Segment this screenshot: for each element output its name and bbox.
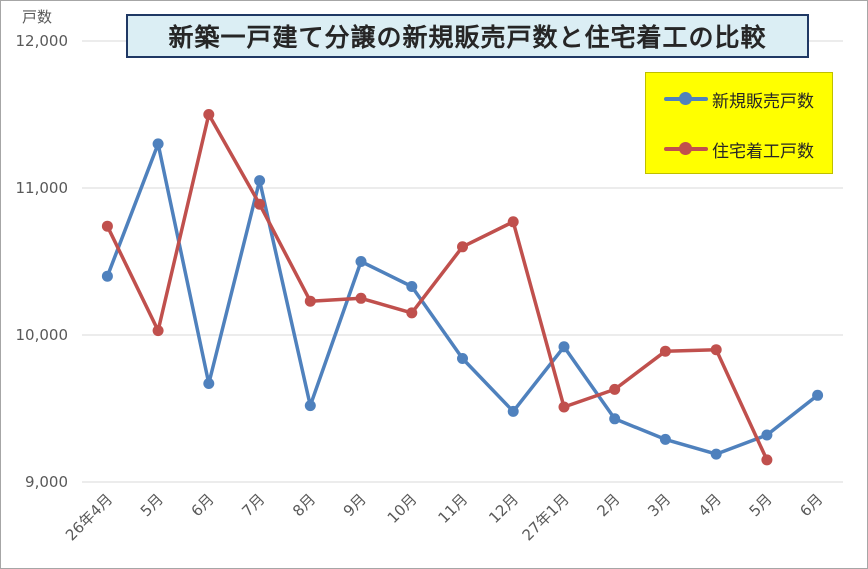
x-tick-label: 12月 [485, 490, 522, 527]
chart-title-box: 新築一戸建て分譲の新規販売戸数と住宅着工の比較 [126, 14, 809, 58]
x-tick-label: 11月 [434, 490, 471, 527]
y-axis-label: 戸数 [22, 8, 52, 26]
legend: 新規販売戸数 住宅着工戸数 [645, 72, 833, 174]
legend-marker-starts [679, 142, 692, 155]
x-tick-label: 27年1月 [519, 490, 573, 544]
x-tick-label: 26年4月 [62, 490, 116, 544]
data-point [659, 345, 671, 357]
data-point [507, 405, 519, 417]
data-point [304, 295, 316, 307]
x-tick-label: 5月 [746, 490, 776, 520]
data-point [101, 220, 113, 232]
data-point [761, 454, 773, 466]
data-point [659, 433, 671, 445]
x-tick-label: 8月 [289, 490, 319, 520]
series-lines [101, 109, 824, 466]
x-tick-label: 2月 [593, 490, 623, 520]
data-point [558, 341, 570, 353]
x-tick-label: 7月 [238, 490, 268, 520]
y-tick-label: 11,000 [16, 179, 69, 197]
y-tick-label: 10,000 [16, 326, 69, 344]
data-point [406, 307, 418, 319]
data-point [152, 325, 164, 337]
legend-label-sales: 新規販売戸数 [712, 91, 814, 112]
x-tick-label: 3月 [644, 490, 674, 520]
x-tick-label: 10月 [384, 490, 421, 527]
data-point [812, 389, 824, 401]
data-point [558, 401, 570, 413]
x-tick-label: 6月 [188, 490, 218, 520]
data-point [710, 344, 722, 356]
series-line-1 [105, 112, 769, 462]
x-tick-label: 6月 [796, 490, 826, 520]
data-point [355, 256, 367, 267]
legend-item-sales: 新規販売戸数 [646, 87, 814, 112]
y-axis-tick-labels: 9,000 10,000 11,000 12,000 [16, 32, 69, 491]
legend-item-starts: 住宅着工戸数 [646, 137, 814, 162]
data-point [609, 413, 621, 425]
data-point [710, 448, 722, 460]
y-tick-label: 12,000 [16, 32, 69, 50]
data-point [254, 198, 266, 210]
data-point [355, 292, 367, 304]
x-tick-label: 9月 [340, 490, 370, 520]
series-line-0 [105, 142, 820, 456]
data-point [203, 109, 215, 120]
data-point [761, 429, 773, 441]
y-tick-label: 9,000 [25, 473, 68, 491]
data-point [507, 216, 519, 228]
data-point [457, 241, 468, 253]
data-point [304, 400, 316, 412]
data-point [101, 270, 113, 282]
data-point [609, 383, 621, 395]
data-point [254, 175, 266, 187]
data-point [152, 138, 164, 150]
legend-marker-sales [679, 92, 692, 105]
chart-title: 新築一戸建て分譲の新規販売戸数と住宅着工の比較 [168, 23, 767, 52]
x-tick-label: 4月 [695, 490, 725, 520]
data-point [203, 378, 215, 389]
data-point [406, 281, 418, 292]
data-point [457, 353, 468, 364]
legend-swatch-starts [664, 137, 708, 161]
legend-label-starts: 住宅着工戸数 [712, 141, 814, 162]
legend-swatch-sales [664, 87, 708, 111]
x-tick-label: 5月 [137, 490, 167, 520]
